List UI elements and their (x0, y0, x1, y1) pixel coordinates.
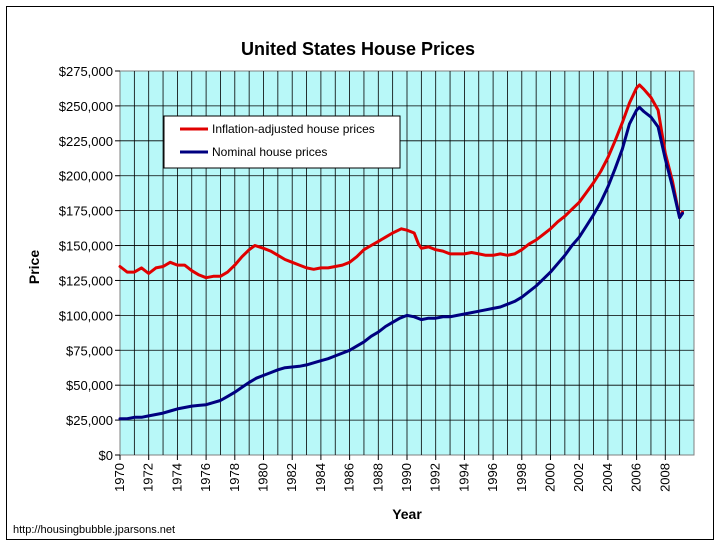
x-tick-label: 1976 (198, 463, 213, 492)
y-axis-label: Price (26, 250, 42, 284)
chart-title: United States House Prices (241, 39, 475, 59)
x-tick-label: 2004 (600, 463, 615, 492)
x-axis-ticks: 1970 1972 1974 1976 1978 1980 1982 1984 1986 1988… (112, 455, 672, 492)
x-tick-label: 1992 (428, 463, 443, 492)
x-tick-label: 1984 (313, 463, 328, 492)
y-tick-label: $75,000 (66, 343, 113, 358)
y-tick-label: $100,000 (59, 308, 113, 323)
x-tick-label: 2006 (629, 463, 644, 492)
x-tick-label: 2008 (657, 463, 672, 492)
y-tick-label: $0 (99, 448, 113, 463)
chart-frame: United States House Prices $0 $25,000 $50,… (6, 6, 714, 540)
x-tick-label: 1982 (284, 463, 299, 492)
x-tick-label: 2000 (543, 463, 558, 492)
x-tick-label: 1988 (370, 463, 385, 492)
y-tick-label: $50,000 (66, 378, 113, 393)
x-tick-label: 1980 (256, 463, 271, 492)
series-line-nominal (118, 105, 684, 421)
x-axis-label: Year (392, 506, 422, 522)
series-line-inflation-adjusted (118, 83, 684, 280)
x-tick-label: 1996 (485, 463, 500, 492)
y-tick-label: $225,000 (59, 134, 113, 149)
house-price-chart: United States House Prices $0 $25,000 $50,… (13, 39, 695, 536)
y-tick-label: $25,000 (66, 413, 113, 428)
x-tick-label: 1990 (399, 463, 414, 492)
x-tick-label: 1970 (112, 463, 127, 492)
legend-label-nominal: Nominal house prices (212, 145, 327, 159)
y-tick-label: $275,000 (59, 64, 113, 79)
y-tick-label: $200,000 (59, 169, 113, 184)
source-credit: http://housingbubble.jparsons.net (13, 524, 175, 536)
y-tick-label: $175,000 (59, 204, 113, 219)
legend-label-inflation: Inflation-adjusted house prices (212, 122, 375, 136)
x-tick-label: 1974 (169, 463, 184, 492)
x-tick-label: 1998 (514, 463, 529, 492)
legend-box (163, 115, 401, 169)
y-axis-ticks: $0 $25,000 $50,000 $75,000 $100,000 $125,000 $… (59, 64, 120, 463)
series-layer (118, 83, 684, 421)
x-tick-label: 2002 (571, 463, 586, 492)
x-tick-label: 1986 (342, 463, 357, 492)
y-tick-label: $250,000 (59, 99, 113, 114)
y-tick-label: $150,000 (59, 239, 113, 254)
x-tick-label: 1994 (456, 463, 471, 492)
x-tick-label: 1978 (227, 463, 242, 492)
legend: Inflation-adjusted house prices Nominal … (163, 115, 401, 169)
x-tick-label: 1972 (141, 463, 156, 492)
y-tick-label: $125,000 (59, 273, 113, 288)
